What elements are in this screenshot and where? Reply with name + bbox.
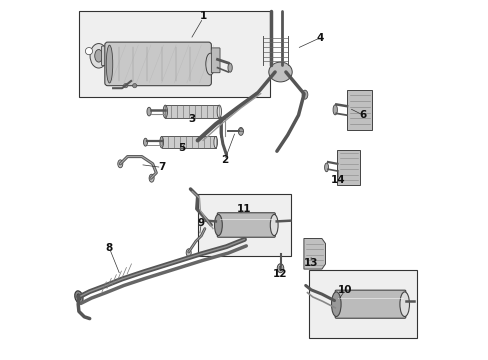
Text: 6: 6: [359, 110, 366, 120]
Ellipse shape: [163, 105, 167, 118]
Ellipse shape: [399, 292, 408, 316]
Polygon shape: [337, 150, 360, 185]
Ellipse shape: [324, 163, 328, 172]
Ellipse shape: [149, 174, 154, 182]
Ellipse shape: [118, 160, 122, 168]
FancyBboxPatch shape: [211, 48, 220, 73]
FancyBboxPatch shape: [104, 42, 211, 86]
FancyBboxPatch shape: [217, 213, 275, 237]
Text: 12: 12: [273, 269, 287, 279]
Text: 3: 3: [188, 114, 196, 124]
Text: 2: 2: [221, 155, 228, 165]
Ellipse shape: [75, 291, 83, 303]
Ellipse shape: [143, 138, 147, 146]
Ellipse shape: [186, 249, 191, 257]
Ellipse shape: [90, 44, 107, 68]
FancyBboxPatch shape: [102, 46, 111, 66]
Ellipse shape: [302, 90, 307, 99]
Text: 4: 4: [316, 33, 323, 43]
Polygon shape: [303, 239, 325, 269]
Ellipse shape: [277, 264, 283, 273]
Ellipse shape: [268, 62, 292, 82]
Ellipse shape: [95, 50, 102, 62]
Circle shape: [123, 84, 127, 88]
Ellipse shape: [160, 136, 163, 148]
Polygon shape: [238, 129, 244, 131]
Ellipse shape: [270, 215, 278, 235]
Circle shape: [132, 84, 137, 88]
Text: 13: 13: [303, 258, 318, 268]
Ellipse shape: [205, 53, 214, 75]
Text: 8: 8: [106, 243, 113, 253]
Ellipse shape: [331, 292, 341, 316]
Ellipse shape: [217, 105, 221, 118]
Text: 7: 7: [158, 162, 165, 172]
Polygon shape: [346, 90, 371, 130]
Circle shape: [85, 48, 92, 55]
Ellipse shape: [332, 105, 337, 115]
Bar: [162, 136, 215, 148]
Text: 10: 10: [337, 285, 352, 295]
Bar: [309, 270, 416, 338]
Ellipse shape: [146, 107, 151, 116]
Bar: [197, 194, 291, 256]
Ellipse shape: [106, 45, 113, 83]
Ellipse shape: [227, 63, 232, 72]
Ellipse shape: [279, 266, 282, 270]
Text: 1: 1: [199, 11, 206, 21]
Ellipse shape: [213, 136, 217, 148]
Ellipse shape: [238, 127, 243, 135]
Ellipse shape: [77, 294, 81, 300]
Ellipse shape: [214, 215, 222, 235]
Bar: [165, 105, 219, 118]
FancyBboxPatch shape: [335, 290, 405, 318]
Text: 14: 14: [330, 175, 345, 185]
Text: 5: 5: [178, 143, 185, 153]
Bar: [79, 11, 269, 97]
Text: 9: 9: [197, 218, 204, 228]
Text: 11: 11: [237, 204, 251, 214]
